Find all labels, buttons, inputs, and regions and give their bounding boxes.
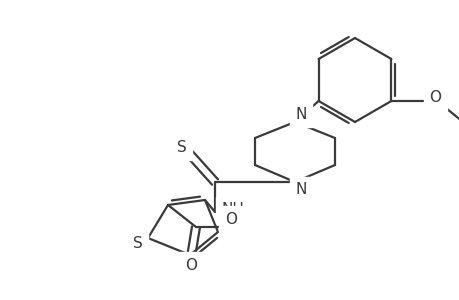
Text: N: N <box>295 182 306 197</box>
Text: N: N <box>295 106 306 122</box>
Text: S: S <box>133 236 143 250</box>
Text: O: O <box>224 212 236 226</box>
Text: NH: NH <box>221 202 244 217</box>
Text: O: O <box>428 89 441 104</box>
Text: S: S <box>177 140 186 154</box>
Text: O: O <box>185 257 196 272</box>
